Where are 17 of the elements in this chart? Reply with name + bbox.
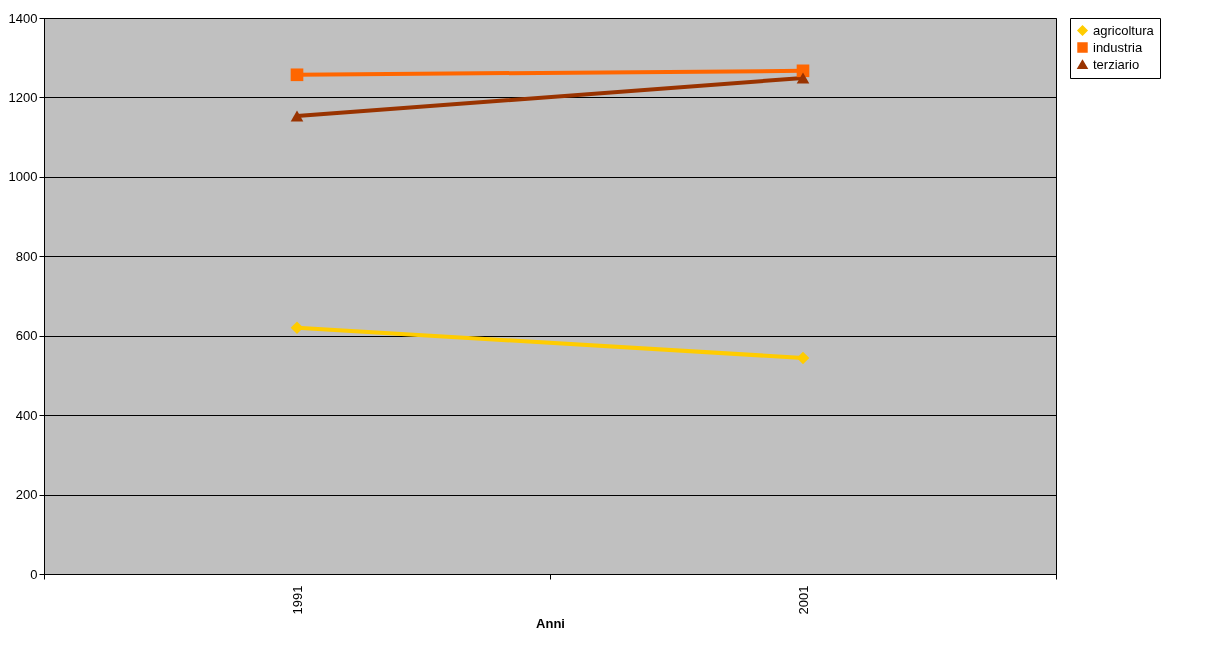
y-tick-label: 400 [15, 407, 38, 423]
x-axis-title: Anni [536, 616, 565, 632]
point [796, 351, 810, 365]
point [290, 321, 304, 335]
y-tick-label: 600 [15, 328, 38, 344]
x-tick-label: 1991 [289, 585, 305, 615]
x-tick-label: 2001 [795, 585, 811, 615]
y-tick-label: 200 [15, 487, 38, 503]
legend-label: terziario [1093, 56, 1140, 72]
y-tick-label: 1200 [8, 89, 38, 105]
legend-label: agricoltura [1093, 22, 1155, 38]
y-tick-label: 1000 [8, 169, 38, 185]
y-tick-label: 800 [15, 248, 38, 264]
y-tick-label: 1400 [8, 10, 38, 26]
legend-label: industria [1093, 39, 1143, 55]
point [290, 68, 304, 82]
y-tick-label: 0 [30, 566, 38, 582]
